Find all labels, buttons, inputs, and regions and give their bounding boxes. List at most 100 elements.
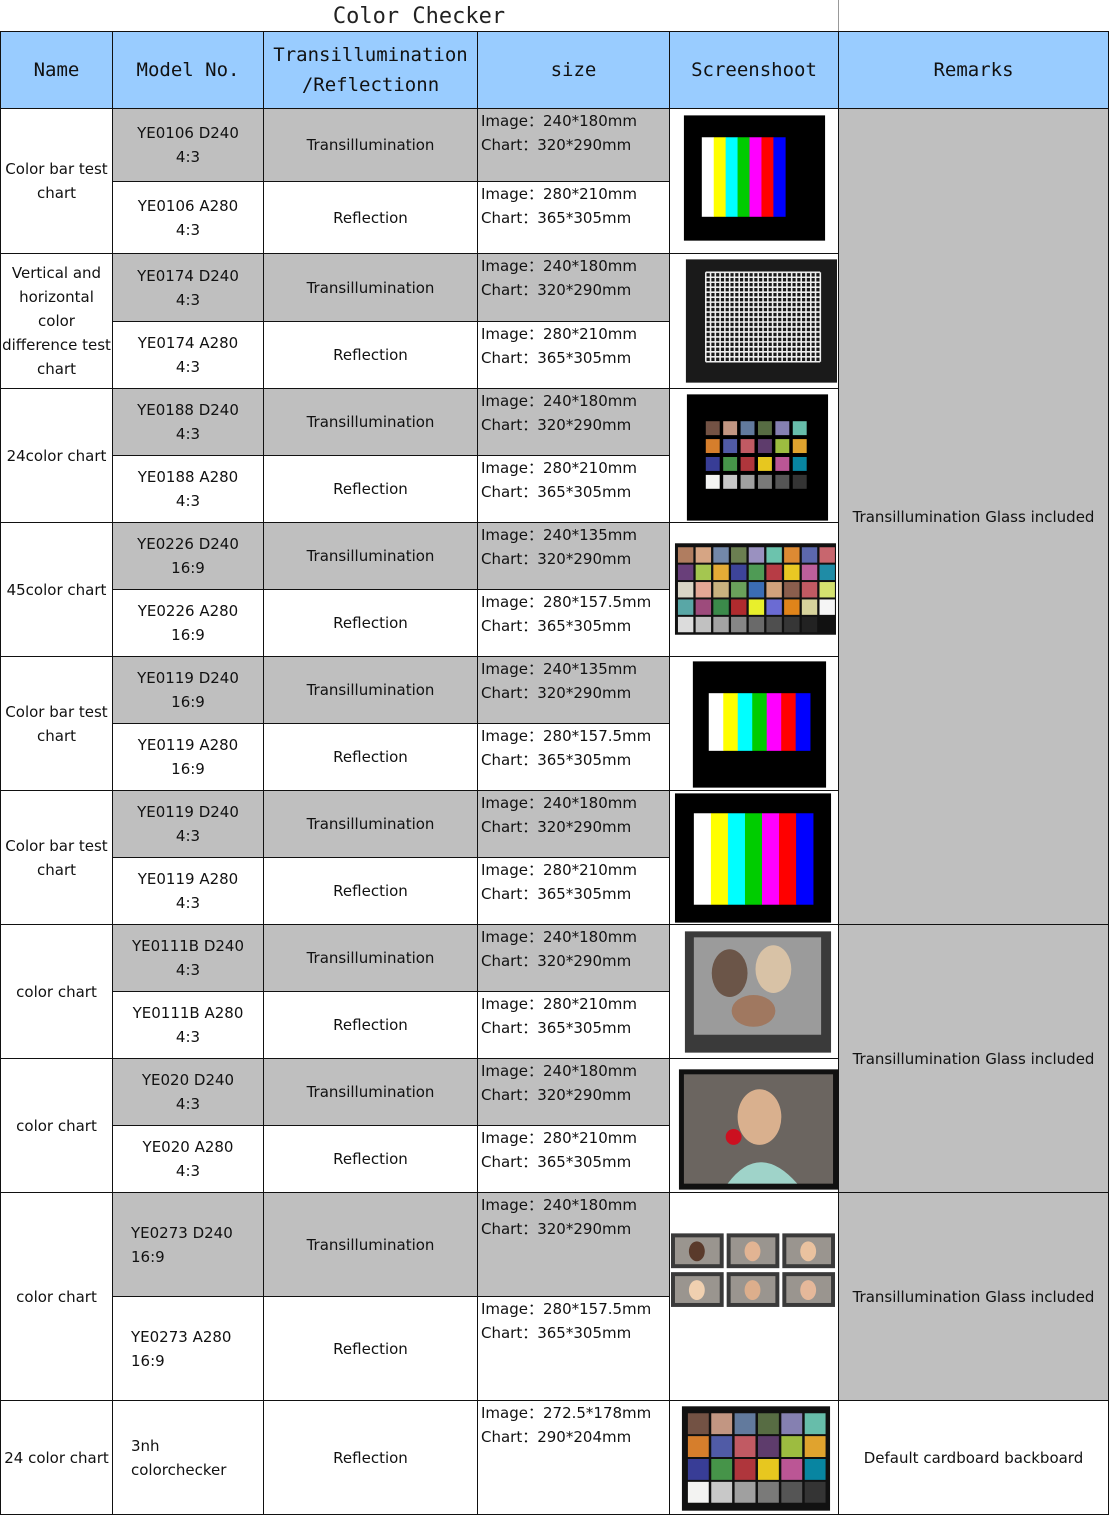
screenshot-cell (670, 1193, 839, 1401)
size-cell: Image：272.5*178mm Chart：290*204mm (478, 1401, 670, 1515)
screenshot-cell (670, 657, 839, 791)
model-number: YE0188 A280 4:3 (113, 456, 264, 523)
type-label: Reflection (264, 456, 478, 523)
image-size: Image：240*180mm (481, 928, 637, 946)
type-label: Transillumination (264, 109, 478, 182)
image-size: Image：280*210mm (481, 1129, 637, 1147)
type-label: Transillumination (264, 254, 478, 322)
product-name: color chart (0, 925, 113, 1059)
type-label: Transillumination (264, 389, 478, 456)
remark-text: Transillumination Glass included (852, 1287, 1095, 1306)
model-number: YE0174 D240 4:3 (113, 254, 264, 322)
type-label: Reflection (264, 724, 478, 791)
header-remarks: Remarks (839, 31, 1109, 109)
remark-cell: Transillumination Glass included (839, 925, 1109, 1193)
chart-thumbnail (685, 258, 838, 383)
image-size: Image：240*135mm (481, 526, 637, 544)
remark-cell: Transillumination Glass included (839, 109, 1109, 925)
size-cell: Image：240*180mm Chart：320*290mm (478, 925, 670, 992)
size-cell: Image：240*135mm Chart：320*290mm (478, 657, 670, 724)
size-cell: Image：240*180mm Chart：320*290mm (478, 109, 670, 182)
type-label: Reflection (264, 322, 478, 389)
header-model: Model No. (113, 31, 264, 109)
product-name: Color bar test chart (0, 791, 113, 925)
size-cell: Image：280*157.5mm Chart：365*305mm (478, 1297, 670, 1401)
image-size: Image：280*157.5mm (481, 727, 652, 745)
header-screenshot: Screenshoot (670, 31, 839, 109)
size-cell: Image：240*180mm Chart：320*290mm (478, 1059, 670, 1126)
product-name: Color bar test chart (0, 109, 113, 254)
size-cell: Image：280*210mm Chart：365*305mm (478, 992, 670, 1059)
model-number: YE0188 D240 4:3 (113, 389, 264, 456)
chart-size: Chart：365*305mm (481, 1153, 632, 1171)
screenshot-cell (670, 254, 839, 389)
model-number: YE0226 A280 16:9 (113, 590, 264, 657)
model-number: YE0119 A280 4:3 (113, 858, 264, 925)
screenshot-cell (670, 925, 839, 1059)
image-size: Image：240*180mm (481, 1062, 637, 1080)
chart-size: Chart：365*305mm (481, 209, 632, 227)
type-label: Transillumination (264, 657, 478, 724)
model-number: YE0119 D240 16:9 (113, 657, 264, 724)
type-label: Reflection (264, 182, 478, 254)
size-cell: Image：240*180mm Chart：320*290mm (478, 791, 670, 858)
screenshot-cell (670, 523, 839, 657)
chart-size: Chart：365*305mm (481, 1324, 632, 1342)
image-size: Image：280*157.5mm (481, 1300, 652, 1318)
product-name: color chart (0, 1059, 113, 1193)
image-size: Image：240*180mm (481, 112, 637, 130)
type-label: Reflection (264, 1401, 478, 1515)
model-number: YE0174 A280 4:3 (113, 322, 264, 389)
chart-thumbnail (683, 114, 826, 241)
model-number: YE0111B D240 4:3 (113, 925, 264, 992)
chart-thumbnail (678, 1068, 838, 1190)
remark-text: Transillumination Glass included (852, 507, 1095, 526)
product-name: 24 color chart (0, 1401, 113, 1515)
product-name: Vertical and horizontal color difference… (0, 254, 113, 389)
chart-size: Chart：365*305mm (481, 617, 632, 635)
image-size: Image：240*180mm (481, 1196, 637, 1214)
chart-thumbnail (670, 1232, 836, 1307)
model-number: YE0119 D240 4:3 (113, 791, 264, 858)
size-cell: Image：280*210mm Chart：365*305mm (478, 322, 670, 389)
image-size: Image：280*157.5mm (481, 593, 652, 611)
chart-size: Chart：320*290mm (481, 684, 632, 702)
type-label: Reflection (264, 590, 478, 657)
type-label: Transillumination (264, 925, 478, 992)
chart-size: Chart：365*305mm (481, 751, 632, 769)
chart-size: Chart：365*305mm (481, 349, 632, 367)
type-label: Reflection (264, 992, 478, 1059)
type-label: Transillumination (264, 523, 478, 590)
size-cell: Image：240*180mm Chart：320*290mm (478, 389, 670, 456)
product-name: 24color chart (0, 389, 113, 523)
type-label: Reflection (264, 1297, 478, 1401)
chart-size: Chart：365*305mm (481, 885, 632, 903)
chart-size: Chart：320*290mm (481, 550, 632, 568)
page-title: Color Checker (332, 4, 506, 29)
chart-size: Chart：320*290mm (481, 1086, 632, 1104)
chart-size: Chart：365*305mm (481, 1019, 632, 1037)
size-cell: Image：280*157.5mm Chart：365*305mm (478, 590, 670, 657)
chart-size: Chart：290*204mm (481, 1428, 632, 1446)
remark-cell: Transillumination Glass included (839, 1193, 1109, 1401)
image-size: Image：240*180mm (481, 794, 637, 812)
chart-thumbnail (674, 542, 837, 635)
chart-size: Chart：320*290mm (481, 1220, 632, 1238)
chart-size: Chart：320*290mm (481, 136, 632, 154)
image-size: Image：280*210mm (481, 459, 637, 477)
image-size: Image：240*135mm (481, 660, 637, 678)
chart-size: Chart：320*290mm (481, 952, 632, 970)
model-number: YE0273 D240 16:9 (113, 1193, 264, 1297)
chart-thumbnail (681, 1405, 831, 1511)
screenshot-cell (670, 109, 839, 254)
image-size: Image：280*210mm (481, 325, 637, 343)
model-number: YE0226 D240 16:9 (113, 523, 264, 590)
model-number: YE0106 A280 4:3 (113, 182, 264, 254)
image-size: Image：280*210mm (481, 995, 637, 1013)
image-size: Image：272.5*178mm (481, 1404, 652, 1422)
chart-size: Chart：365*305mm (481, 483, 632, 501)
chart-size: Chart：320*290mm (481, 416, 632, 434)
type-label: Transillumination (264, 791, 478, 858)
remark-text: Transillumination Glass included (852, 1049, 1095, 1068)
chart-thumbnail (674, 792, 832, 923)
